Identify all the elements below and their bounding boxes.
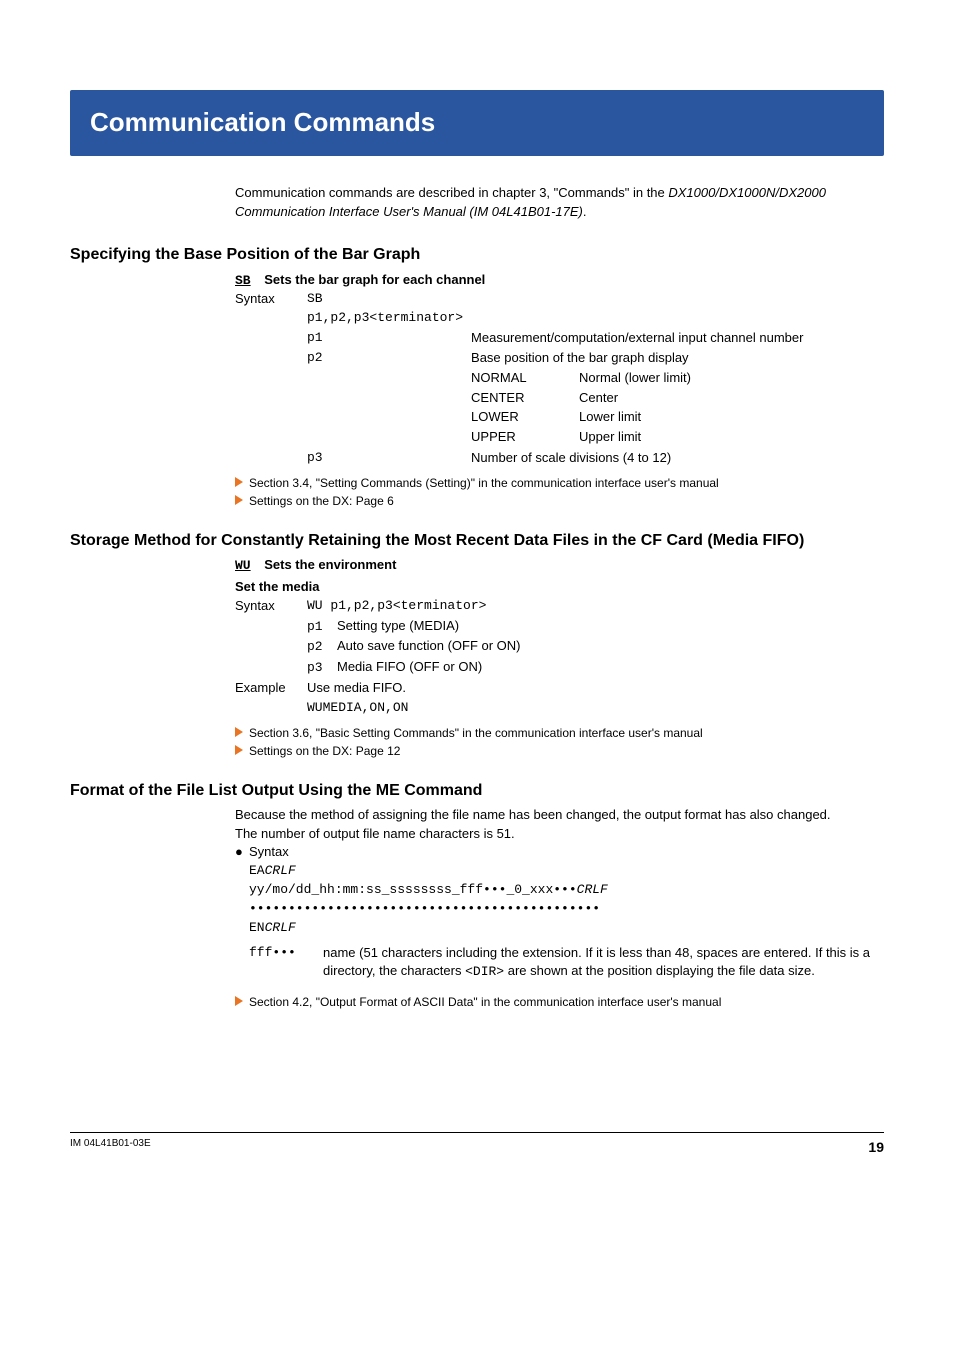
page-footer: IM 04L41B01-03E 19	[70, 1132, 884, 1157]
opt-v: Normal (lower limit)	[579, 369, 699, 389]
ref-text: Section 3.4, "Setting Commands (Setting)…	[249, 476, 719, 490]
s4b: CRLF	[265, 920, 296, 935]
triangle-icon	[235, 745, 243, 755]
opt-v: Center	[579, 389, 699, 409]
p2-text: Base position of the bar graph display	[471, 349, 811, 369]
ref-text: Section 3.6, "Basic Setting Commands" in…	[249, 726, 703, 740]
example-label: Example	[235, 679, 307, 699]
sb-table: Syntax SB p1,p2,p3<terminator> p1 Measur…	[235, 290, 811, 469]
ref-text: Settings on the DX: Page 12	[249, 744, 400, 758]
p1-text: Setting type (MEDIA)	[337, 618, 459, 633]
s2b: CRLF	[577, 882, 608, 897]
p1-code: p1	[307, 618, 337, 637]
syntax-value: WU p1,p2,p3<terminator>	[307, 597, 529, 617]
sb-title: Sets the bar graph for each channel	[264, 272, 485, 287]
p3-text: Media FIFO (OFF or ON)	[337, 659, 482, 674]
syntax-value: SB p1,p2,p3<terminator>	[307, 290, 471, 329]
me-section: Because the method of assigning the file…	[235, 806, 884, 1012]
fff-label: fff•••	[249, 944, 323, 983]
s2a: yy/mo/dd_hh:mm:ss_ssssssss_fff•••_0_xxx•…	[249, 882, 577, 897]
s1b: CRLF	[265, 863, 296, 878]
dir-code: <DIR>	[465, 964, 504, 979]
fff-desc: fff••• name (51 characters including the…	[249, 944, 884, 983]
me-line2: The number of output file name character…	[235, 825, 884, 844]
p1-text: Measurement/computation/external input c…	[471, 329, 811, 349]
sb-code: SB	[235, 273, 251, 288]
intro-text: Communication commands are described in …	[235, 184, 884, 222]
triangle-icon	[235, 495, 243, 505]
triangle-icon	[235, 477, 243, 487]
intro-a: Communication commands are described in …	[235, 185, 668, 200]
syntax-label: Syntax	[235, 290, 307, 329]
wu-table: Syntax WU p1,p2,p3<terminator> p1Setting…	[235, 597, 529, 719]
s3: ••••••••••••••••••••••••••••••••••••••••…	[249, 901, 600, 916]
opt-k: UPPER	[471, 428, 579, 448]
page-number: 19	[868, 1137, 884, 1157]
ref-text: Section 4.2, "Output Format of ASCII Dat…	[249, 995, 721, 1009]
wu-refs: Section 3.6, "Basic Setting Commands" in…	[235, 725, 884, 761]
p2-code: p2	[307, 638, 337, 657]
page-banner: Communication Commands	[70, 90, 884, 156]
sb-command-title: SB Sets the bar graph for each channel	[235, 271, 884, 291]
p3-code: p3	[307, 659, 337, 678]
wu-title: Sets the environment	[264, 557, 396, 572]
me-refs: Section 4.2, "Output Format of ASCII Dat…	[235, 994, 884, 1011]
section-heading-3: Format of the File List Output Using the…	[70, 779, 884, 802]
syntax-label: Syntax	[235, 597, 307, 617]
s4a: EN	[249, 920, 265, 935]
wu-code: WU	[235, 558, 251, 573]
ref-text: Settings on the DX: Page 6	[249, 494, 394, 508]
example-text: Use media FIFO.	[307, 679, 529, 699]
section-heading-1: Specifying the Base Position of the Bar …	[70, 243, 884, 266]
s1a: EA	[249, 863, 265, 878]
syntax-block: EACRLF yy/mo/dd_hh:mm:ss_ssssssss_fff•••…	[249, 862, 884, 937]
opt-k: CENTER	[471, 389, 579, 409]
bullet-icon: ●	[235, 843, 249, 862]
section-heading-2: Storage Method for Constantly Retaining …	[70, 529, 884, 552]
p1-code: p1	[307, 329, 471, 349]
footer-left: IM 04L41B01-03E	[70, 1137, 151, 1157]
p2-code: p2	[307, 349, 471, 369]
opt-k: LOWER	[471, 408, 579, 428]
opt-v: Upper limit	[579, 428, 699, 448]
p3-text: Number of scale divisions (4 to 12)	[471, 449, 811, 469]
opt-v: Lower limit	[579, 408, 699, 428]
intro-c: .	[583, 204, 587, 219]
wu-command-title: WU Sets the environment	[235, 556, 884, 576]
fff-b: are shown at the position displaying the…	[504, 963, 815, 978]
p2-text: Auto save function (OFF or ON)	[337, 638, 521, 653]
me-line1: Because the method of assigning the file…	[235, 806, 884, 825]
options-table: NORMALNormal (lower limit) CENTERCenter …	[471, 369, 699, 448]
triangle-icon	[235, 996, 243, 1006]
triangle-icon	[235, 727, 243, 737]
example-code: WUMEDIA,ON,ON	[307, 699, 529, 719]
opt-k: NORMAL	[471, 369, 579, 389]
wu-subtitle: Set the media	[235, 578, 884, 597]
sb-refs: Section 3.4, "Setting Commands (Setting)…	[235, 475, 884, 511]
p3-code: p3	[307, 449, 471, 469]
syntax-label: Syntax	[249, 843, 289, 862]
